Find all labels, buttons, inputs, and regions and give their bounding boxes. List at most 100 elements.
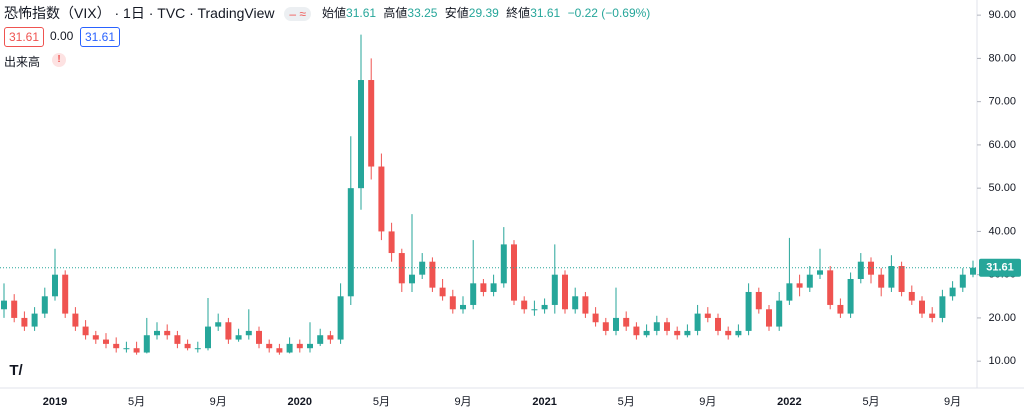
candle-body bbox=[796, 283, 803, 288]
price-box[interactable]: 31.61 bbox=[4, 27, 45, 47]
candle-body bbox=[72, 313, 79, 327]
candle-body bbox=[388, 231, 395, 254]
publisher: TradingView bbox=[197, 5, 275, 21]
candle-body bbox=[194, 348, 201, 350]
candle-body bbox=[256, 330, 262, 344]
candle-body bbox=[490, 283, 497, 292]
candle-body bbox=[470, 283, 477, 305]
candle-body bbox=[500, 244, 507, 284]
candle-body bbox=[154, 330, 160, 336]
candle-body bbox=[786, 283, 793, 301]
x-tick-label: 9月 bbox=[944, 396, 961, 408]
source: TVC bbox=[157, 5, 186, 21]
x-tick-label: 2022 bbox=[777, 396, 801, 408]
y-tick-label: 50.00 bbox=[988, 182, 1016, 194]
candle-body bbox=[276, 348, 283, 353]
candle-body bbox=[602, 322, 609, 331]
candle-body bbox=[766, 309, 772, 327]
candle-body bbox=[592, 313, 599, 323]
candle-body bbox=[725, 330, 732, 336]
candle-body bbox=[970, 267, 976, 275]
x-tick-label: 2019 bbox=[43, 396, 67, 408]
candle-body bbox=[419, 261, 426, 275]
candle-body bbox=[664, 322, 670, 331]
y-tick-label: 90.00 bbox=[988, 9, 1016, 21]
candle-body bbox=[613, 317, 619, 331]
candle-body bbox=[531, 309, 538, 311]
toggle[interactable]: – ≈ bbox=[284, 7, 312, 21]
candle-body bbox=[776, 300, 783, 327]
candle-body bbox=[143, 335, 150, 353]
candle-body bbox=[398, 253, 405, 284]
candle-body bbox=[245, 330, 252, 336]
candle-body bbox=[368, 80, 375, 167]
candle-body bbox=[52, 274, 58, 297]
logo: T/ bbox=[4, 360, 28, 382]
candle-body bbox=[480, 283, 487, 292]
y-tick-label: 60.00 bbox=[988, 139, 1016, 151]
candle-body bbox=[837, 304, 844, 314]
ohlc-value: 33.25 bbox=[407, 6, 438, 20]
candle-body bbox=[11, 300, 18, 318]
candle-body bbox=[898, 266, 905, 292]
candle-body bbox=[572, 296, 579, 310]
ohlc-value: 29.39 bbox=[468, 6, 499, 20]
candle-body bbox=[92, 335, 99, 340]
warning-icon[interactable]: ! bbox=[52, 53, 66, 67]
candle-body bbox=[307, 343, 313, 349]
candle-body bbox=[949, 287, 956, 297]
change: −0.22 (−0.69%) bbox=[567, 6, 651, 20]
candle-body bbox=[31, 313, 38, 327]
candle-body bbox=[541, 304, 548, 310]
x-tick-label: 2020 bbox=[288, 396, 312, 408]
change-box: 0.00 bbox=[50, 29, 74, 43]
y-tick-label: 70.00 bbox=[988, 96, 1016, 108]
x-tick-label: 5月 bbox=[618, 396, 635, 408]
candle-body bbox=[409, 274, 415, 284]
last-price-box bbox=[979, 258, 1021, 277]
x-tick-label: 9月 bbox=[699, 396, 716, 408]
price-box[interactable]: 31.61 bbox=[80, 27, 121, 47]
candle-body bbox=[745, 291, 752, 331]
candle-body bbox=[317, 335, 324, 344]
y-tick-label: 80.00 bbox=[988, 52, 1016, 64]
candle-body bbox=[827, 270, 834, 305]
candle-body bbox=[939, 296, 946, 318]
ohlc-label: 安値 bbox=[444, 6, 469, 20]
x-tick-label: 2021 bbox=[532, 396, 556, 408]
candle-body bbox=[429, 261, 436, 288]
candle-body bbox=[511, 244, 517, 301]
ohlc-label: 終値 bbox=[506, 6, 531, 20]
x-tick-label: 9月 bbox=[210, 396, 227, 408]
candle-body bbox=[62, 274, 69, 314]
candle-body bbox=[347, 188, 354, 297]
y-tick-label: 40.00 bbox=[988, 225, 1016, 237]
candle-body bbox=[225, 322, 232, 340]
candle-body bbox=[378, 166, 385, 232]
ohlc-legend: 始値31.61 高値33.25 安値29.39 終値31.61 −0.22 (−… bbox=[322, 4, 654, 21]
candle-body bbox=[41, 296, 48, 314]
candle-body bbox=[623, 317, 630, 327]
last-price-label: 31.61 bbox=[986, 262, 1014, 274]
candle-body bbox=[327, 335, 334, 340]
candle-body bbox=[919, 300, 925, 314]
candle-body bbox=[296, 343, 303, 349]
candle-body bbox=[103, 339, 109, 344]
candle-body bbox=[123, 348, 130, 350]
candle-body bbox=[755, 291, 762, 310]
x-tick-label: 5月 bbox=[128, 396, 145, 408]
x-tick-label: 5月 bbox=[373, 396, 390, 408]
candle-body bbox=[82, 326, 89, 336]
candle-body bbox=[184, 343, 191, 349]
candle-body bbox=[684, 330, 691, 336]
candle-body bbox=[235, 335, 242, 340]
title: 恐怖指数（VIX） bbox=[4, 5, 111, 21]
candle-body bbox=[449, 296, 456, 310]
candle-body bbox=[857, 261, 864, 279]
x-tick-label: 5月 bbox=[862, 396, 879, 408]
x-tick-label: 9月 bbox=[454, 396, 471, 408]
candle-body bbox=[878, 274, 885, 288]
candle-body bbox=[694, 313, 701, 331]
